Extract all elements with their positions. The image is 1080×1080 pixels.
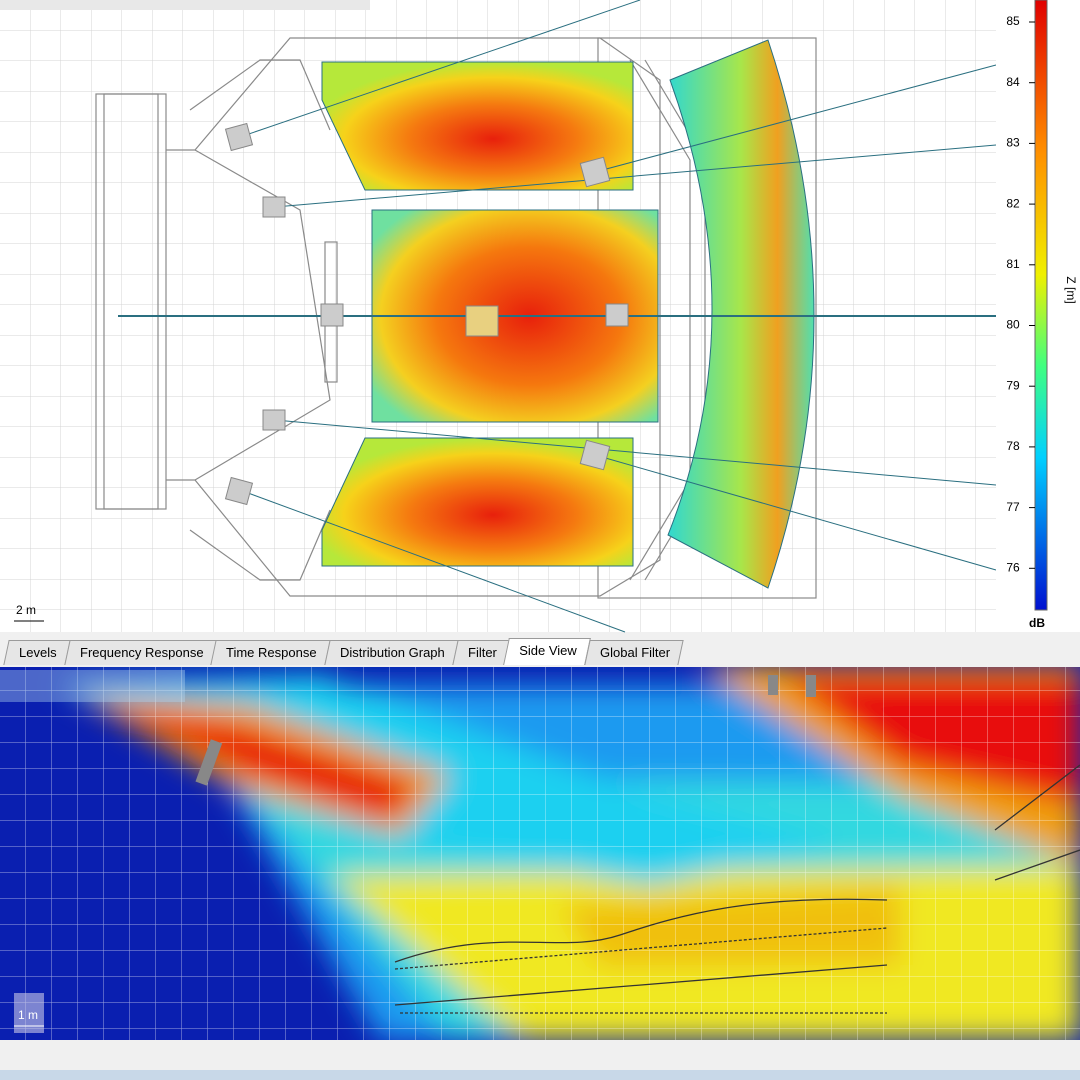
speaker-rays: [118, 0, 997, 633]
colorbar-tick-label: 85: [1006, 14, 1020, 28]
plan-view: 2 m dB Z [m] 85 84 83 82 81 80 79 78 77 76: [0, 0, 1080, 633]
toolbar: [0, 0, 370, 10]
colorbar-tick-label: 81: [1006, 257, 1020, 271]
audience-zone: [321, 61, 634, 191]
colorbar-tick-label: 84: [1006, 75, 1020, 89]
speaker-array: [195, 739, 223, 786]
colorbar-tick-label: 83: [1006, 136, 1020, 150]
speaker-array: [806, 675, 816, 697]
tab-bar: Levels Frequency Response Time Response Dis…: [0, 638, 1080, 665]
scale-label: 1 m: [18, 1008, 38, 1022]
tab[interactable]: Filter: [451, 640, 511, 665]
colorbar-tick-label: 82: [1006, 196, 1020, 210]
audience-profile: [394, 764, 1080, 1014]
status-bar: [0, 1070, 1080, 1080]
side-heatmap: [0, 667, 1080, 1040]
tab[interactable]: Distribution Graph: [324, 640, 459, 665]
tab[interactable]: Levels: [3, 640, 71, 665]
tab[interactable]: Global Filter: [584, 640, 684, 665]
tab-label: Side View: [519, 643, 578, 658]
colorbar-tick-label: 79: [1006, 378, 1020, 392]
scale-label: 2 m: [16, 603, 36, 617]
tab-label: Global Filter: [599, 645, 671, 660]
colorbar: [1034, 0, 1048, 611]
colorbar-unit: dB: [1029, 616, 1045, 630]
tab-label: Distribution Graph: [339, 645, 445, 660]
colorbar-tick-label: 76: [1006, 560, 1020, 574]
tab-label: Time Response: [226, 645, 317, 660]
tab[interactable]: Side View: [503, 638, 591, 665]
tab-label: Frequency Response: [79, 645, 204, 660]
tab[interactable]: Time Response: [210, 640, 331, 665]
speakers: [224, 122, 629, 506]
colorbar-tick-label: 77: [1006, 500, 1020, 514]
colorbar-tick-label: 78: [1006, 439, 1020, 453]
speaker-array: [768, 675, 778, 695]
tab-label: Filter: [467, 645, 497, 660]
tab-label: Levels: [19, 645, 57, 660]
side-toolbar: [0, 670, 185, 702]
side-view: 1 m: [0, 665, 1080, 1080]
tab[interactable]: Frequency Response: [63, 640, 217, 665]
colorbar-tick-label: 80: [1006, 318, 1020, 332]
balcony-zone: [667, 39, 815, 589]
colorbar-axis-label: Z [m]: [1064, 276, 1078, 303]
audience-zone: [321, 437, 634, 567]
